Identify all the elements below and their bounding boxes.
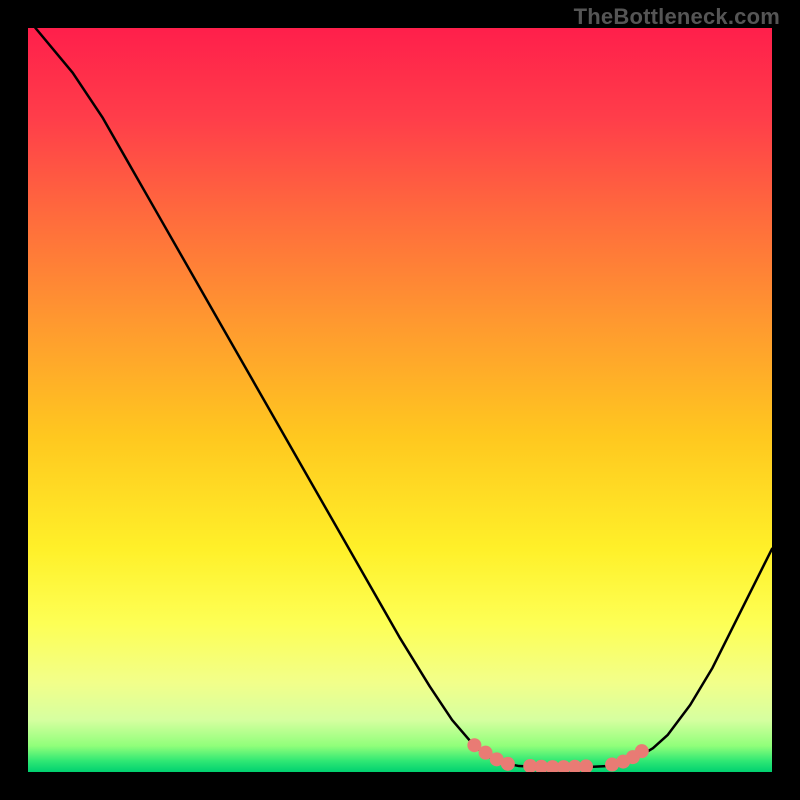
watermark-text: TheBottleneck.com	[574, 4, 780, 30]
curve-marker	[635, 744, 649, 758]
chart-plot-area	[28, 28, 772, 772]
chart-background	[28, 28, 772, 772]
chart-svg	[28, 28, 772, 772]
chart-frame: TheBottleneck.com	[0, 0, 800, 800]
curve-marker	[501, 757, 515, 771]
